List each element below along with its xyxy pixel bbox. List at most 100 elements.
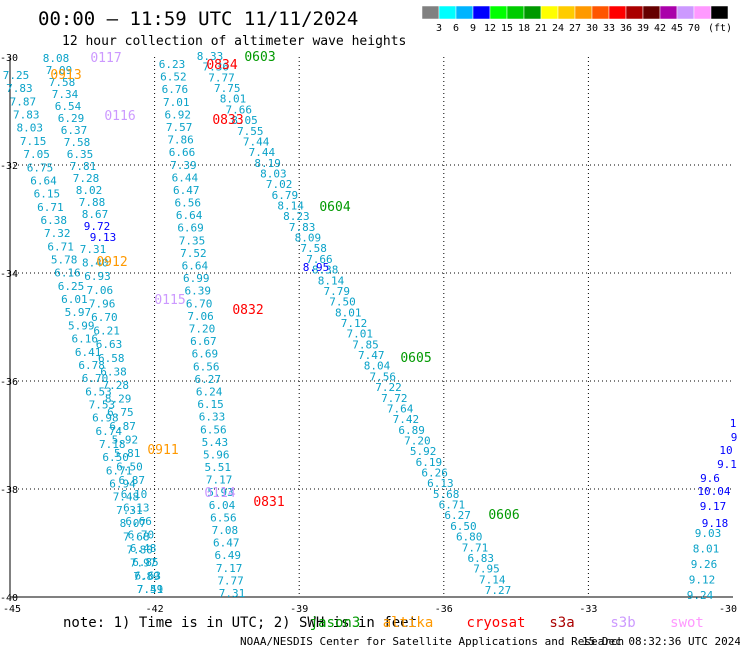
wave-height-value: 6.50 (450, 520, 477, 533)
wave-height-value: 7.56 (370, 370, 397, 383)
wave-height-value: 7.02 (266, 178, 293, 191)
wave-height-value: 6.41 (75, 346, 102, 359)
lat-lon-grid (10, 57, 733, 597)
colorbar-tick-label: 30 (586, 23, 598, 34)
wave-height-value: 6.21 (93, 325, 120, 338)
colorbar-tick-label: 9 (470, 23, 476, 34)
longitude-label: -33 (579, 604, 597, 615)
wave-height-value: 5.43 (202, 436, 229, 449)
wave-height-value: 6.35 (67, 148, 94, 161)
wave-height-value: 6.66 (125, 515, 152, 528)
wave-height-value: 7.75 (214, 82, 241, 95)
colorbar-swatch (506, 5, 525, 20)
wave-height-value: 6.71 (47, 240, 74, 253)
wave-height-value: 8.04 (364, 360, 391, 373)
satellite-tracks: 8.087.097.587.346.546.296.377.586.357.81… (3, 50, 738, 602)
wave-height-value: 5.92 (410, 445, 437, 458)
wave-height-value: 7.58 (300, 242, 327, 255)
wave-height-value: 7.77 (217, 574, 244, 587)
pass-time-label: 0911 (147, 443, 178, 458)
legend-s3b: s3b (610, 615, 635, 631)
wave-height-value: 6.49 (214, 549, 241, 562)
wave-height-value: 7.22 (375, 381, 402, 394)
timestamp-text: 15 Dec 08:32:36 UTC 2024 (582, 635, 740, 648)
wave-height-value: 6.26 (421, 467, 448, 480)
longitude-labels: -45 -42 -39 -36 -33 -30 (3, 604, 737, 615)
pass-time-label: 0833 (212, 113, 243, 128)
wave-height-value: 7.31 (219, 587, 246, 600)
colorbar-swatch (523, 5, 542, 20)
wave-height-value: 7.53 (89, 398, 116, 411)
colorbar-swatch (591, 5, 610, 20)
wave-height-value: 6.13 (123, 501, 150, 514)
wave-height-value: 9.17 (700, 500, 727, 513)
wave-height-value: 9.26 (691, 558, 718, 571)
wave-height-value: 6.85 (132, 556, 159, 569)
wave-height-value: 6.38 (100, 365, 127, 378)
wave-height-value: 6.48 (130, 542, 157, 555)
wave-height-value: 6.56 (200, 423, 227, 436)
wave-height-value: 6.01 (61, 293, 88, 306)
wave-height-value: 8.95 (303, 261, 330, 274)
wave-height-value: 6.58 (98, 352, 125, 365)
wave-height-value: 6.87 (109, 420, 136, 433)
wave-height-value: 9.72 (84, 220, 111, 233)
wave-height-value: 6.69 (192, 348, 219, 361)
wave-height-value: 6.50 (102, 451, 129, 464)
wave-height-value: 6.54 (55, 100, 82, 113)
wave-height-value: 8.14 (277, 200, 304, 213)
legend-s3a: s3a (549, 615, 574, 631)
latitude-label: -36 (0, 377, 18, 388)
wave-height-value: 9.13 (90, 231, 117, 244)
wave-height-value: 5.99 (68, 319, 95, 332)
wave-height-value: 5.93 (207, 486, 234, 499)
colorbar-tick-label: 18 (518, 23, 530, 34)
wave-height-value: 7.34 (52, 88, 79, 101)
pass-time-label: 0605 (400, 351, 431, 366)
wave-height-value: 5.92 (112, 433, 139, 446)
wave-height-value: 6.70 (128, 529, 155, 542)
wave-height-value: 6.63 (134, 569, 161, 582)
wave-height-value: 8.09 (295, 232, 322, 245)
wave-height-value: 6.64 (176, 209, 203, 222)
wave-height-value: 8.23 (283, 210, 310, 223)
wave-height-value: 8.19 (254, 157, 281, 170)
wave-height-value: 10.04 (697, 485, 730, 498)
latitude-label: -38 (0, 485, 18, 496)
wave-height-value: 6.56 (193, 360, 220, 373)
wave-height-value: 8.01 (220, 93, 247, 106)
wave-height-value: 5.81 (114, 447, 141, 460)
wave-height-value: 7.55 (237, 125, 264, 138)
pass-time-label: 0913 (50, 68, 81, 83)
wave-height-value: 6.56 (174, 197, 201, 210)
wave-height-value: 8.67 (82, 208, 109, 221)
pass-time-label: 0832 (232, 303, 263, 318)
wave-height-value: 7.50 (329, 296, 356, 309)
wave-height-value: 7.15 (20, 135, 47, 148)
wave-height-value: 8.02 (76, 184, 103, 197)
wave-height-value: 7.96 (89, 297, 116, 310)
wave-height-value: 7.57 (166, 121, 193, 134)
wave-height-value: 7.48 (113, 491, 140, 504)
wave-height-value: 6.94 (109, 478, 136, 491)
wave-height-value: 7.36 (203, 61, 230, 74)
wave-height-value: 6.78 (78, 359, 105, 372)
wave-height-value: 7.66 (226, 103, 253, 116)
wave-height-value: 6.71 (439, 499, 466, 512)
wave-height-value: 7.28 (73, 172, 100, 185)
wave-height-value: 6.83 (467, 552, 494, 565)
wave-height-value: 6.74 (96, 425, 123, 438)
wave-height-value: 6.47 (213, 537, 240, 550)
colorbar-tick-label: 70 (688, 23, 700, 34)
wave-height-value: 7.27 (485, 584, 512, 597)
wave-height-value: 8.38 (312, 264, 339, 277)
wave-height-value: 8.03 (16, 122, 43, 135)
colorbar-swatch (472, 5, 491, 20)
latitude-label: -32 (0, 161, 18, 172)
wave-height-value: 6.52 (160, 71, 187, 84)
wave-height-value: 6.89 (398, 424, 425, 437)
wave-height-value: 8.01 (693, 543, 720, 556)
wave-height-value: 7.95 (473, 563, 500, 576)
colorbar-swatch (489, 5, 508, 20)
